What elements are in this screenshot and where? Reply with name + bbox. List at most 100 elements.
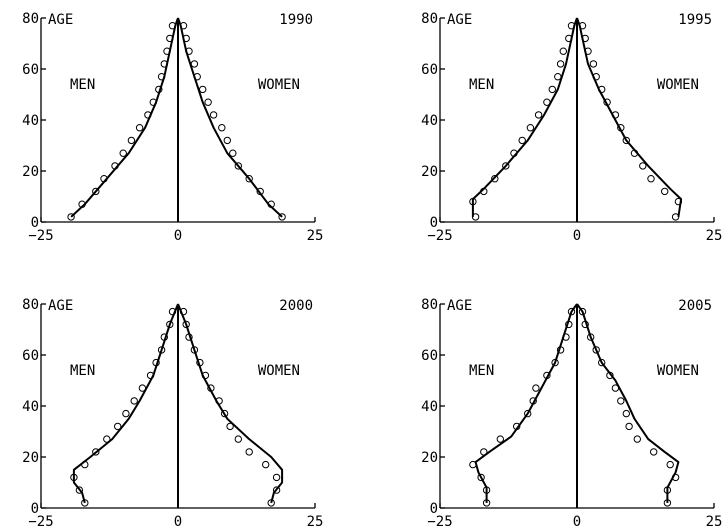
women-data-point: [267, 200, 275, 208]
women-data-point: [234, 435, 243, 443]
y-tick-label: 60: [22, 62, 39, 78]
women-data-point: [598, 85, 606, 94]
legend-women-label: WOMEN: [258, 363, 300, 379]
men-data-point: [491, 175, 499, 183]
women-fitted-line: [576, 303, 680, 503]
women-fitted-line: [576, 17, 683, 218]
y-tick-label: 0: [430, 215, 438, 231]
women-data-point: [209, 111, 218, 119]
men-data-point: [469, 460, 477, 469]
women-data-point: [584, 47, 592, 55]
women-data-point: [190, 60, 199, 68]
women-data-point: [215, 397, 223, 405]
men-data-point: [144, 111, 152, 119]
men-fitted-line: [72, 303, 179, 504]
women-data-point: [611, 384, 620, 392]
men-data-point: [75, 486, 84, 494]
men-data-point: [556, 346, 565, 354]
men-data-point: [160, 333, 169, 341]
y-tick-label: 20: [22, 450, 39, 466]
women-data-point: [218, 124, 226, 132]
women-data-point: [674, 197, 683, 206]
women-data-point: [229, 149, 237, 157]
y-tick-label: 60: [421, 62, 438, 78]
y-tick-label: 0: [430, 501, 438, 517]
women-data-point: [223, 136, 232, 145]
women-data-point: [179, 22, 188, 30]
women-data-point: [182, 320, 190, 329]
men-data-point: [518, 136, 526, 145]
men-data-point: [526, 124, 535, 132]
men-data-point: [119, 149, 127, 157]
men-data-point: [100, 175, 108, 183]
x-tick-label: 25: [307, 228, 324, 244]
men-data-point: [480, 187, 488, 196]
men-data-point: [551, 358, 559, 367]
y-tick-label: 80: [22, 297, 39, 313]
men-data-point: [559, 47, 567, 55]
men-data-point: [152, 358, 160, 367]
men-data-point: [78, 200, 86, 208]
legend-women-label: WOMEN: [258, 77, 300, 93]
men-fitted-line: [70, 17, 179, 218]
men-data-point: [111, 162, 119, 170]
axis-title-age: AGE: [48, 298, 73, 314]
women-data-point: [256, 187, 264, 196]
women-data-point: [647, 175, 655, 183]
women-data-point: [581, 34, 589, 43]
women-data-point: [592, 73, 600, 81]
women-data-point: [622, 136, 630, 145]
women-data-point: [671, 213, 680, 221]
women-data-point: [272, 486, 281, 494]
women-data-point: [578, 307, 587, 316]
men-data-point: [157, 73, 166, 81]
men-data-point: [471, 213, 480, 221]
women-data-point: [267, 499, 275, 507]
women-data-point: [650, 448, 658, 456]
women-data-point: [245, 448, 253, 456]
y-tick-label: 60: [421, 348, 438, 364]
men-data-point: [168, 22, 177, 30]
y-tick-label: 80: [22, 11, 39, 27]
x-tick-label: 0: [174, 514, 182, 530]
men-data-point: [565, 320, 573, 329]
women-data-point: [262, 460, 270, 469]
y-tick-label: 20: [421, 164, 438, 180]
women-data-point: [278, 213, 286, 221]
men-data-point: [529, 397, 537, 405]
women-data-point: [598, 358, 606, 367]
axis-title-age: AGE: [447, 298, 472, 314]
men-data-point: [513, 422, 521, 431]
men-data-point: [70, 473, 78, 482]
men-data-point: [524, 409, 532, 418]
women-data-point: [611, 111, 620, 119]
women-data-point: [589, 60, 598, 68]
men-data-point: [155, 85, 163, 94]
women-data-point: [578, 22, 587, 30]
men-data-point: [482, 499, 491, 507]
women-data-point: [663, 486, 672, 494]
women-data-point: [272, 473, 281, 482]
men-data-point: [67, 213, 75, 221]
men-data-point: [81, 499, 89, 507]
women-data-point: [199, 85, 207, 94]
x-tick-label: −25: [427, 228, 452, 244]
men-data-point: [160, 60, 169, 68]
men-data-point: [92, 448, 100, 456]
legend-men-label: MEN: [70, 363, 95, 379]
men-data-point: [543, 98, 551, 106]
women-data-point: [179, 307, 188, 316]
women-data-point: [226, 422, 234, 431]
men-data-point: [469, 197, 477, 206]
x-tick-label: 0: [573, 228, 581, 244]
men-data-point: [92, 187, 100, 196]
men-data-point: [482, 486, 491, 494]
women-data-point: [185, 47, 193, 55]
women-data-point: [625, 422, 633, 431]
men-fitted-line: [474, 303, 578, 503]
x-tick-label: −25: [28, 228, 53, 244]
panel-year-label: 2005: [678, 298, 712, 314]
men-data-point: [543, 371, 551, 380]
x-tick-label: 25: [706, 228, 723, 244]
